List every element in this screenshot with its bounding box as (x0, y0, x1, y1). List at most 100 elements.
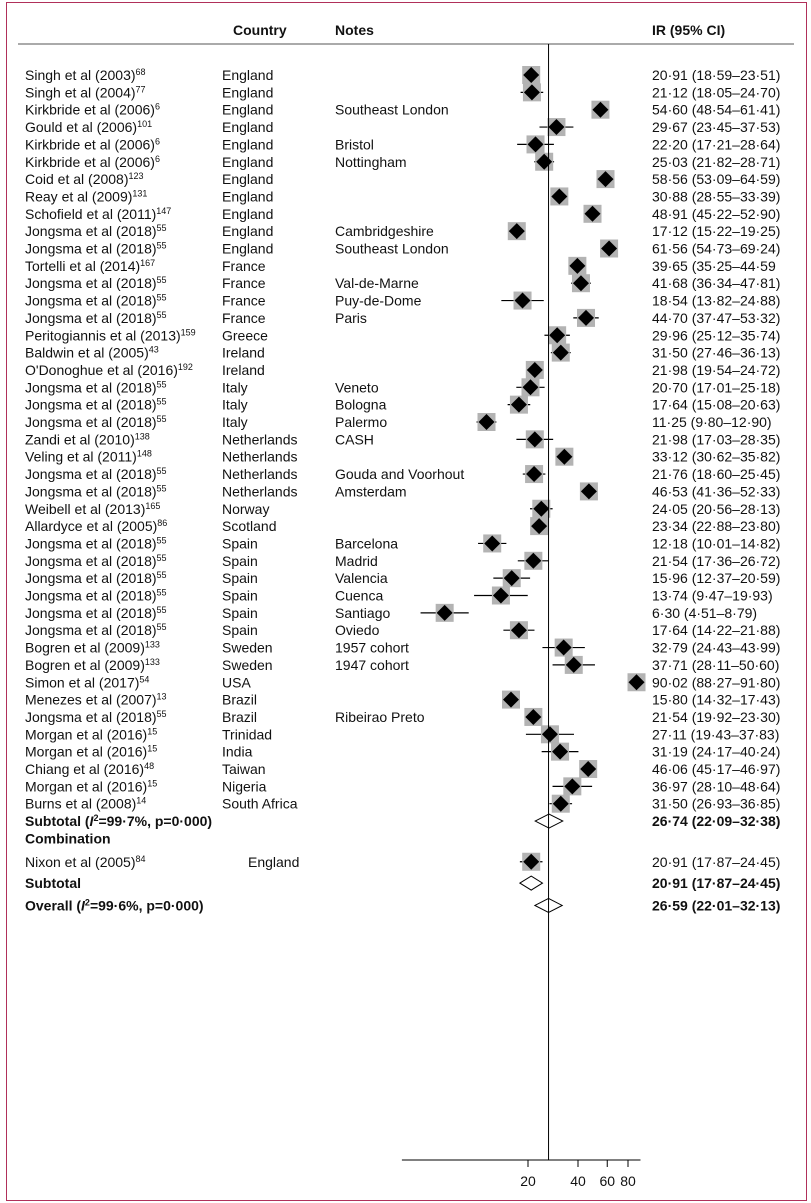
study-marker (583, 204, 602, 223)
reference-number: 123 (129, 171, 144, 181)
ci-cell: 58·56 (53·09–64·59) (652, 171, 780, 187)
point-estimate (601, 240, 618, 257)
study-marker (517, 135, 554, 154)
study-marker (539, 118, 574, 137)
reference-number: 55 (157, 709, 167, 719)
study-label: Jongsma et al (2018)55 (25, 275, 167, 291)
country-cell: Spain (222, 605, 258, 621)
study-label: O'Donoghue et al (2016)192 (25, 362, 193, 378)
study-marker (507, 395, 531, 414)
country-cell: Norway (222, 501, 269, 517)
reference-number: 6 (155, 102, 160, 112)
study-label: Jongsma et al (2018)55 (25, 223, 167, 239)
subtotal-label: Subtotal (I2=99·7%, p=0·000) (25, 813, 212, 829)
study-label: Veling et al (2011)148 (25, 449, 152, 465)
reference-number: 133 (145, 640, 160, 650)
point-estimate (556, 448, 573, 465)
study-marker (579, 760, 598, 778)
reference-number: 77 (136, 84, 146, 94)
ci-cell: 20·91 (18·59–23·51) (652, 67, 780, 83)
study-label: Menezes et al (2007)13 (25, 692, 167, 708)
study-marker (571, 274, 591, 293)
reference-number: 55 (157, 570, 167, 580)
study-label: Jongsma et al (2018)55 (25, 293, 167, 309)
country-cell: Spain (222, 553, 258, 569)
study-label: Kirkbride et al (2006)6 (25, 102, 160, 118)
x-axis: 20 40 60 80 (401, 1159, 641, 1189)
reference-number: 48 (144, 761, 154, 771)
study-label: Tortelli et al (2014)167 (25, 258, 155, 274)
study-marker (478, 534, 507, 553)
study-label: Jongsma et al (2018)55 (25, 397, 167, 413)
ci-cell: 21·98 (17·03–28·35) (652, 431, 780, 447)
ci-cell: 36·97 (28·10–48·64) (652, 778, 780, 794)
ci-cell: 39·65 (35·25–44·59 (652, 258, 776, 274)
ci-cell: 27·11 (19·43–37·83) (652, 726, 779, 742)
reference-number: 13 (157, 692, 167, 702)
ci-cell: 23·34 (22·88–23·80) (652, 518, 780, 534)
notes-cell: Bologna (335, 397, 387, 413)
ci-cell: 46·53 (41·36–52·33) (652, 483, 780, 499)
study-marker (517, 551, 549, 570)
ci-cell: 31·19 (24·17–40·24) (652, 744, 780, 760)
ci-cell: 41·68 (36·34–47·81) (652, 275, 780, 291)
study-marker (516, 378, 545, 397)
notes-cell: Southeast London (335, 102, 449, 118)
study-label: Morgan et al (2016)15 (25, 778, 157, 794)
rows-layer: Singh et al (2003)68 England 20·91 (18·59–… (25, 44, 780, 1160)
country-cell: Ireland (222, 362, 265, 378)
ci-cell: 21·54 (19·92–23·30) (652, 709, 780, 725)
reference-number: 159 (181, 327, 196, 337)
reference-number: 6 (155, 136, 160, 146)
country-cell: Netherlands (222, 483, 298, 499)
pooled-diamond (518, 875, 544, 891)
country-cell: England (222, 206, 273, 222)
reference-number: 101 (137, 119, 152, 129)
country-cell: Netherlands (222, 449, 298, 465)
combination-label: Combination (25, 830, 111, 846)
study-label: Allardyce et al (2005)86 (25, 518, 167, 534)
ci-cell: 32·79 (24·43–43·99) (652, 640, 780, 656)
reference-number: 55 (157, 293, 167, 303)
reference-number: 86 (157, 518, 167, 528)
ci-cell: 15·96 (12·37–20·59) (652, 570, 780, 586)
reference-number: 55 (157, 275, 167, 285)
ci-cell: 21·54 (17·36–26·72) (652, 553, 780, 569)
subtotal-ci: 26·74 (22·09–32·38) (652, 813, 780, 829)
reference-number: 167 (140, 258, 155, 268)
point-estimate (525, 708, 542, 725)
ci-cell: 24·05 (20·56–28·13) (652, 501, 780, 517)
point-estimate (564, 778, 581, 795)
country-cell: France (222, 275, 266, 291)
point-estimate (510, 622, 527, 639)
x-tick-label: 40 (570, 1173, 586, 1189)
study-label: Singh et al (2003)68 (25, 67, 146, 83)
x-tick-label: 20 (520, 1173, 536, 1189)
study-label: Burns et al (2008)14 (25, 796, 146, 812)
point-estimate (548, 119, 565, 136)
country-cell: Spain (222, 570, 258, 586)
study-marker (542, 638, 585, 657)
study-label: Jongsma et al (2018)55 (25, 379, 167, 395)
notes-cell: Barcelona (335, 535, 398, 551)
point-estimate (527, 136, 544, 153)
reference-number: 15 (147, 726, 157, 736)
study-label: Jongsma et al (2018)55 (25, 588, 167, 604)
point-estimate (523, 67, 540, 83)
ci-cell: 18·54 (13·82–24·88) (652, 293, 780, 309)
ci-cell: 29·96 (25·12–35·74) (652, 327, 780, 343)
study-marker (525, 360, 544, 379)
reference-number: 68 (136, 67, 146, 77)
notes-cell: Madrid (335, 553, 378, 569)
country-cell: France (222, 258, 266, 274)
reference-number: 6 (155, 154, 160, 164)
country-cell: Sweden (222, 657, 273, 673)
point-estimate (508, 223, 525, 240)
reference-number: 147 (156, 206, 171, 216)
reference-number: 55 (157, 535, 167, 545)
point-estimate (522, 379, 539, 396)
reference-number: 55 (157, 466, 167, 476)
country-cell: Brazil (222, 692, 257, 708)
country-cell: Netherlands (222, 431, 298, 447)
notes-cell: Veneto (335, 379, 379, 395)
